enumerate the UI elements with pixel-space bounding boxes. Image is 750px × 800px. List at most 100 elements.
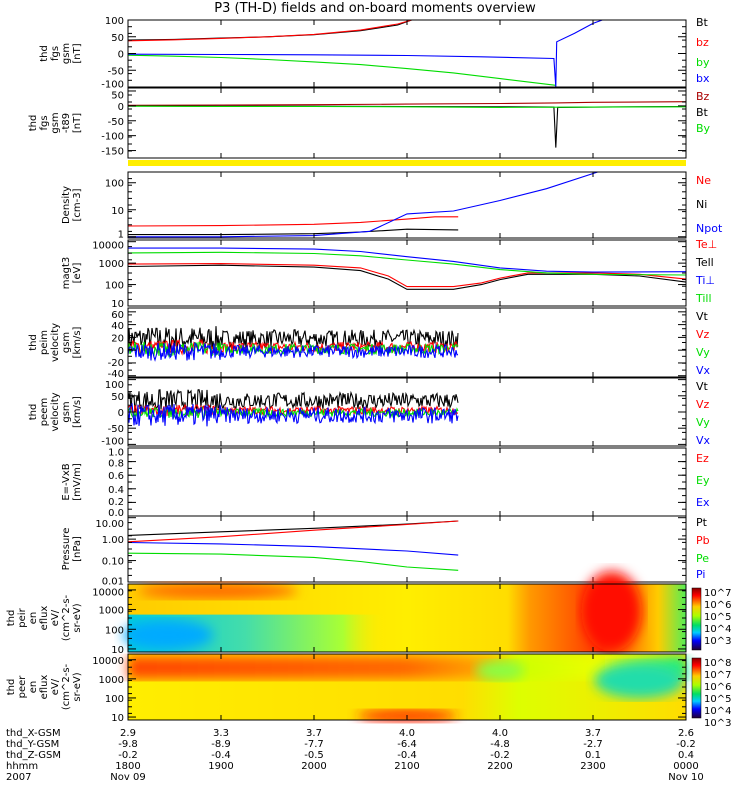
y-tick-label: 0.2 (108, 497, 124, 508)
spectrogram-blob (123, 620, 213, 650)
colorbar-label: 10^6 (704, 600, 731, 611)
y-axis-label: E=-VxB (61, 463, 72, 500)
legend-bz: Bz (696, 90, 710, 103)
y-axis-label: gsm (61, 43, 72, 64)
y-tick-label: -50 (108, 424, 124, 435)
y-axis-label: fgs (39, 115, 50, 130)
y-tick-label: -50 (108, 117, 124, 128)
series-pt-line (127, 520, 459, 536)
y-axis-label: peim (39, 330, 50, 355)
x-axis-row-label: hhmm (6, 761, 38, 772)
x-axis-row-label: 2007 (6, 772, 31, 783)
y-axis-label: [nT] (72, 113, 83, 133)
y-axis-label: [eV] (72, 263, 83, 284)
y-axis-label: Density (61, 186, 72, 224)
legend-tell: Tell (695, 256, 714, 269)
y-tick-label: 10000 (92, 241, 124, 252)
y-axis-label: en (28, 681, 39, 694)
legend-ey: Ey (696, 474, 710, 487)
legend-bz: bz (696, 36, 709, 49)
y-axis-label: sr-eV) (72, 603, 83, 632)
panel-peem (127, 377, 687, 447)
spectrogram-blob (581, 571, 642, 652)
y-axis-label: peir (17, 607, 28, 627)
y-axis-label: thd (28, 404, 39, 421)
x-axis-y-value: -6.4 (397, 739, 417, 750)
series-pi-line (127, 541, 459, 556)
series-bt-line (127, 105, 687, 148)
x-axis-date-value: Nov 10 (668, 772, 703, 783)
y-tick-label: 50 (111, 90, 124, 101)
y-tick-label: -100 (101, 79, 124, 90)
colorbar-label: 10^7 (704, 588, 731, 599)
y-tick-label: -50 (108, 66, 124, 77)
x-axis-hhmm-value: 2000 (301, 761, 326, 772)
spectrogram-blob (594, 662, 685, 699)
y-axis-label: en (28, 612, 39, 625)
legend-ti: Ti⊥ (695, 274, 715, 287)
legend-till: Till (695, 292, 712, 305)
series-tell-line (127, 264, 687, 290)
y-axis-label: eflux (39, 606, 50, 631)
y-tick-label: 100 (105, 625, 124, 636)
spectrogram-high-energy (128, 656, 686, 680)
y-tick-label: 0 (118, 408, 124, 419)
y-axis-label: thd (6, 610, 17, 627)
panel-evxb (127, 447, 687, 517)
panel-density (127, 171, 687, 239)
x-axis-x-value: 2.9 (120, 728, 136, 739)
legend-pb: Pb (696, 534, 710, 547)
panel-temp (127, 239, 687, 307)
series-bz-line (127, 101, 687, 106)
legend-by: by (696, 56, 710, 69)
y-axis-label: eV/ (50, 678, 61, 695)
y-axis-label: [nPa] (72, 536, 83, 562)
colorbar (691, 587, 702, 651)
y-axis-label: thd (6, 679, 17, 696)
panel-frame (127, 171, 687, 239)
y-tick-label: -150 (101, 147, 124, 158)
panel-fgs (127, 19, 687, 88)
y-tick-label: 100 (105, 281, 124, 292)
panel-pressure (127, 515, 687, 583)
series-te-line (127, 263, 687, 288)
series-till-line (127, 251, 687, 276)
panel-ion_spec (123, 571, 702, 653)
x-axis-z-value: -0.2 (118, 750, 138, 761)
y-axis-label: sr-eV) (72, 672, 83, 701)
panel-frame (127, 19, 687, 88)
legend-vx: Vx (696, 364, 711, 377)
y-tick-label: 20 (111, 333, 124, 344)
series-pe-line (127, 552, 459, 571)
x-axis-hhmm-value: 0000 (673, 761, 698, 772)
y-axis-label: [km/s] (72, 396, 83, 428)
colorbar-label: 10^3 (704, 718, 731, 729)
x-axis-y-value: -9.8 (118, 739, 138, 750)
y-tick-label: 1000 (99, 259, 124, 270)
panel-electron_spec (127, 653, 702, 722)
y-tick-label: 0.6 (108, 471, 124, 482)
y-axis-label: [nT] (72, 43, 83, 63)
colorbar-label: 10^7 (704, 670, 731, 681)
x-axis-y-value: -2.7 (583, 739, 603, 750)
colorbar (691, 657, 702, 719)
x-axis-x-value: 4.0 (492, 728, 508, 739)
y-axis-label: peem (39, 398, 50, 426)
y-tick-label: 1000 (99, 606, 124, 617)
y-axis-label: eV/ (50, 609, 61, 626)
x-axis-z-value: 0.4 (678, 750, 694, 761)
x-axis-row-label: thd_Z-GSM (6, 750, 61, 761)
y-tick-label: 0 (118, 346, 124, 357)
x-axis-hhmm-value: 2100 (394, 761, 419, 772)
series-ni-line (128, 228, 459, 236)
y-axis-label: (cm^2-s- (61, 663, 72, 710)
y-tick-label: 10 (111, 206, 124, 217)
series-ne-line (127, 216, 459, 227)
series-vy-line (127, 341, 459, 358)
y-tick-label: 10 (111, 299, 124, 310)
legend-vz: Vz (696, 398, 710, 411)
y-tick-label: -100 (101, 436, 124, 447)
series-vx-line (127, 402, 459, 427)
y-axis-label: eflux (39, 675, 50, 700)
